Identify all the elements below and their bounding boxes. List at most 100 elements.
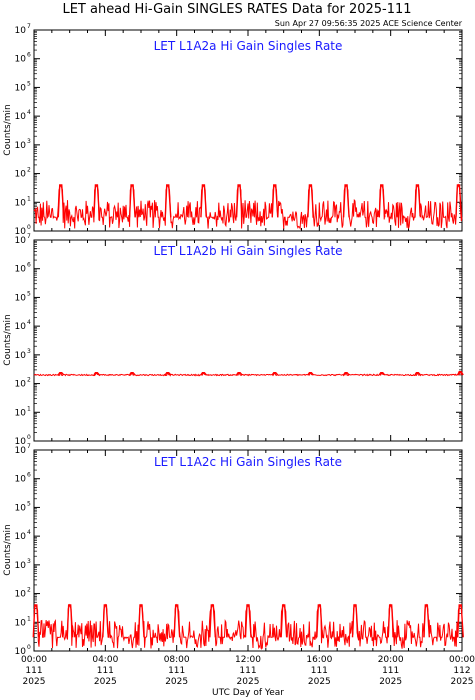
y-tick-label: 10 (15, 503, 27, 513)
panel-1-series-line (33, 372, 463, 377)
x-tick-day: 111 (382, 666, 399, 676)
panel-1-frame (33, 239, 463, 442)
y-tick-exponent: 1 (27, 405, 31, 412)
data-spike (235, 371, 243, 376)
data-spike (57, 371, 65, 376)
x-tick-day: 112 (453, 666, 470, 676)
y-tick-label: 10 (15, 198, 27, 208)
y-tick-label: 10 (15, 408, 27, 418)
y-tick-label: 10 (15, 475, 27, 485)
data-spike (307, 184, 315, 218)
y-tick-exponent: 2 (27, 587, 31, 594)
y-tick-exponent: 7 (27, 233, 31, 240)
y-tick-label: 10 (15, 618, 27, 628)
x-tick-time: 12:00 (235, 655, 261, 665)
y-tick-label: 10 (15, 437, 27, 447)
panel-2-frame (33, 449, 463, 652)
y-tick-label: 10 (15, 561, 27, 571)
data-spike (137, 604, 145, 638)
x-tick-time: 20:00 (378, 655, 404, 665)
y-tick-label: 10 (15, 532, 27, 542)
x-tick-day: 111 (168, 666, 185, 676)
y-tick-exponent: 2 (27, 377, 31, 384)
data-spike (280, 604, 288, 638)
x-tick-time: 00:00 (449, 655, 475, 665)
data-spike (342, 371, 350, 376)
x-axis-label: UTC Day of Year (212, 688, 284, 698)
y-tick-exponent: 3 (27, 558, 31, 565)
x-tick-year: 2025 (23, 677, 46, 687)
y-tick-label: 10 (15, 55, 27, 65)
x-tick-year: 2025 (165, 677, 188, 687)
data-spike (164, 184, 172, 218)
y-tick-exponent: 3 (27, 348, 31, 355)
y-tick-exponent: 4 (27, 109, 31, 116)
data-spike (128, 371, 136, 376)
y-tick-label: 10 (15, 236, 27, 246)
y-tick-exponent: 7 (27, 23, 31, 30)
panel-c-title: LET L1A2c Hi Gain Singles Rate (154, 455, 342, 469)
y-tick-exponent: 2 (27, 167, 31, 174)
data-spike (200, 371, 207, 376)
panel-c-ylabel: Counts/min (3, 524, 13, 575)
panel-a-ylabel: Counts/min (3, 104, 13, 155)
data-spike (57, 184, 65, 218)
data-spike (128, 184, 136, 218)
data-spike (342, 184, 350, 218)
data-spike (316, 604, 324, 638)
x-tick-day: 111 (97, 666, 114, 676)
data-spike (164, 371, 172, 376)
y-tick-exponent: 5 (27, 500, 31, 507)
data-spike (271, 371, 279, 376)
y-tick-label: 10 (15, 380, 27, 390)
y-tick-label: 10 (15, 227, 27, 237)
data-spike (378, 371, 386, 376)
x-tick-year: 2025 (379, 677, 402, 687)
x-tick-day: 111 (239, 666, 256, 676)
y-tick-label: 10 (15, 647, 27, 657)
y-tick-exponent: 4 (27, 529, 31, 536)
y-tick-label: 10 (15, 293, 27, 303)
data-spike (102, 604, 110, 638)
x-tick-time: 00:00 (21, 655, 47, 665)
data-spike (93, 371, 100, 376)
y-tick-exponent: 4 (27, 319, 31, 326)
data-spike (423, 604, 431, 638)
x-tick-day: 111 (311, 666, 328, 676)
panel-b-ylabel: Counts/min (3, 314, 13, 365)
y-tick-label: 10 (15, 141, 27, 151)
y-tick-exponent: 7 (27, 443, 31, 450)
data-spike (378, 184, 386, 218)
y-tick-label: 10 (15, 83, 27, 93)
data-spike (387, 604, 395, 638)
y-tick-exponent: 0 (27, 434, 31, 441)
panel-b: LET L1A2b Hi Gain Singles Rate Counts/mi… (3, 244, 343, 366)
data-spike (173, 604, 181, 638)
data-spike (271, 184, 279, 218)
x-tick-year: 2025 (308, 677, 331, 687)
panel-c: LET L1A2c Hi Gain Singles Rate Counts/mi… (3, 455, 342, 576)
y-tick-label: 10 (15, 26, 27, 36)
data-spike (351, 604, 359, 638)
data-spike (209, 604, 217, 638)
y-tick-label: 10 (15, 351, 27, 361)
panel-a: LET L1A2a Hi Gain Singles Rate Counts/mi… (3, 39, 342, 156)
generation-timestamp: Sun Apr 27 09:56:35 2025 ACE Science Cen… (275, 19, 463, 28)
y-tick-exponent: 0 (27, 644, 31, 651)
data-spike (455, 184, 463, 218)
panel-2-series-line (33, 603, 463, 650)
y-tick-exponent: 5 (27, 80, 31, 87)
y-tick-exponent: 1 (27, 195, 31, 202)
data-spike (414, 184, 422, 218)
data-spike (200, 184, 208, 218)
x-tick-year: 2025 (451, 677, 474, 687)
y-tick-exponent: 6 (27, 262, 31, 269)
data-spike (307, 371, 314, 376)
y-tick-exponent: 5 (27, 290, 31, 297)
data-spike (414, 371, 421, 376)
y-tick-label: 10 (15, 322, 27, 332)
figure-title: LET ahead Hi-Gain SINGLES RATES Data for… (62, 2, 411, 17)
y-tick-label: 10 (15, 446, 27, 456)
y-tick-exponent: 6 (27, 472, 31, 479)
